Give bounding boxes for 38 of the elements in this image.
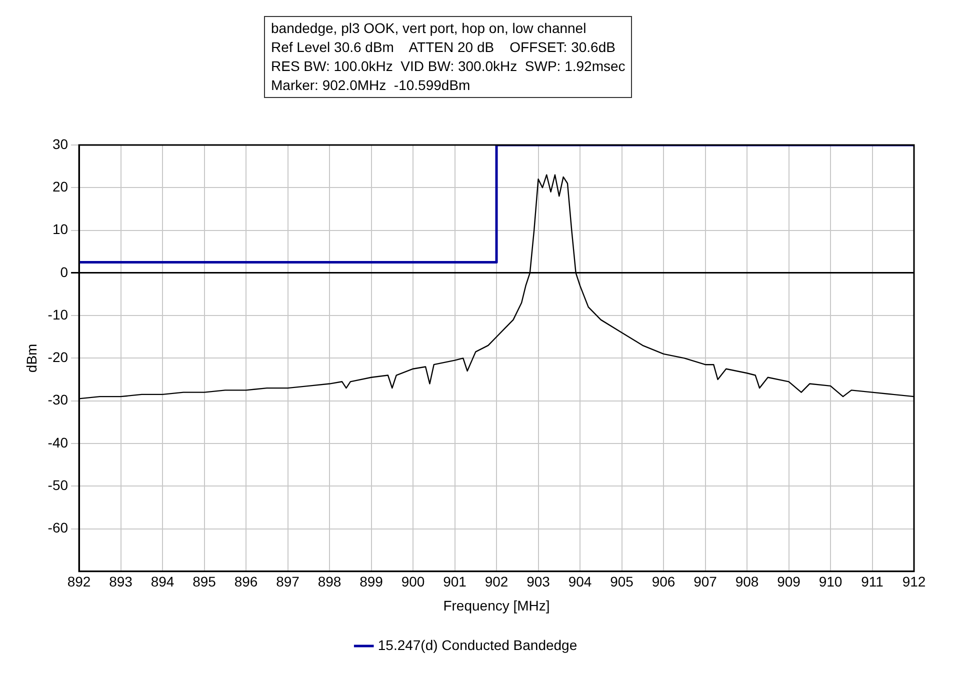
x-tick-label: 904 xyxy=(568,574,592,590)
text: Marker: 902.0MHz -10.599dBm xyxy=(271,76,472,95)
y-tick-label: 30 xyxy=(52,136,68,152)
x-tick-label: 900 xyxy=(401,574,425,590)
x-tick-label: 911 xyxy=(861,574,884,590)
y-axis-title: dBm xyxy=(23,344,40,373)
x-tick-label: 905 xyxy=(610,574,634,590)
y-tick-label: -60 xyxy=(48,520,68,536)
x-tick-label: 907 xyxy=(694,574,718,590)
x-tick-label: 893 xyxy=(109,574,133,590)
y-tick-label: -30 xyxy=(48,392,68,408)
legend-label: 15.247(d) Conducted Bandedge xyxy=(378,636,578,653)
x-tick-label: 903 xyxy=(526,574,550,590)
x-tick-label: 899 xyxy=(360,574,384,590)
x-tick-label: 897 xyxy=(276,574,300,590)
x-tick-label: 895 xyxy=(192,574,216,590)
y-tick-label: -10 xyxy=(48,306,68,322)
text: Ref Level 30.6 dBm ATTEN 20 dB OFFSET: 30.6dB xyxy=(271,38,616,57)
x-tick-label: 909 xyxy=(777,574,801,590)
y-tick-label: 20 xyxy=(52,178,68,194)
x-tick-label: 892 xyxy=(67,574,91,590)
y-tick-label: -50 xyxy=(48,476,68,493)
x-tick-label: 910 xyxy=(818,574,842,590)
text: bandedge, pl3 OOK, vert port, hop on, low channel xyxy=(271,19,588,38)
x-tick-label: 912 xyxy=(902,574,926,590)
y-tick-label: 0 xyxy=(60,264,68,280)
y-tick-label: 10 xyxy=(52,221,68,238)
text: RES BW: 100.0kHz VID BW: 300.0kHz SWP: 1.92msec xyxy=(271,57,626,76)
x-axis-title: Frequency [MHz] xyxy=(443,597,550,614)
x-tick-label: 906 xyxy=(652,574,676,590)
x-tick-label: 894 xyxy=(150,574,174,590)
x-tick-label: 908 xyxy=(735,574,759,590)
x-tick-label: 896 xyxy=(234,574,258,590)
y-tick-label: -40 xyxy=(48,434,68,450)
x-tick-label: 902 xyxy=(484,574,508,590)
y-tick-label: -20 xyxy=(48,349,68,366)
x-tick-label: 901 xyxy=(443,574,467,590)
x-tick-label: 898 xyxy=(318,574,342,590)
